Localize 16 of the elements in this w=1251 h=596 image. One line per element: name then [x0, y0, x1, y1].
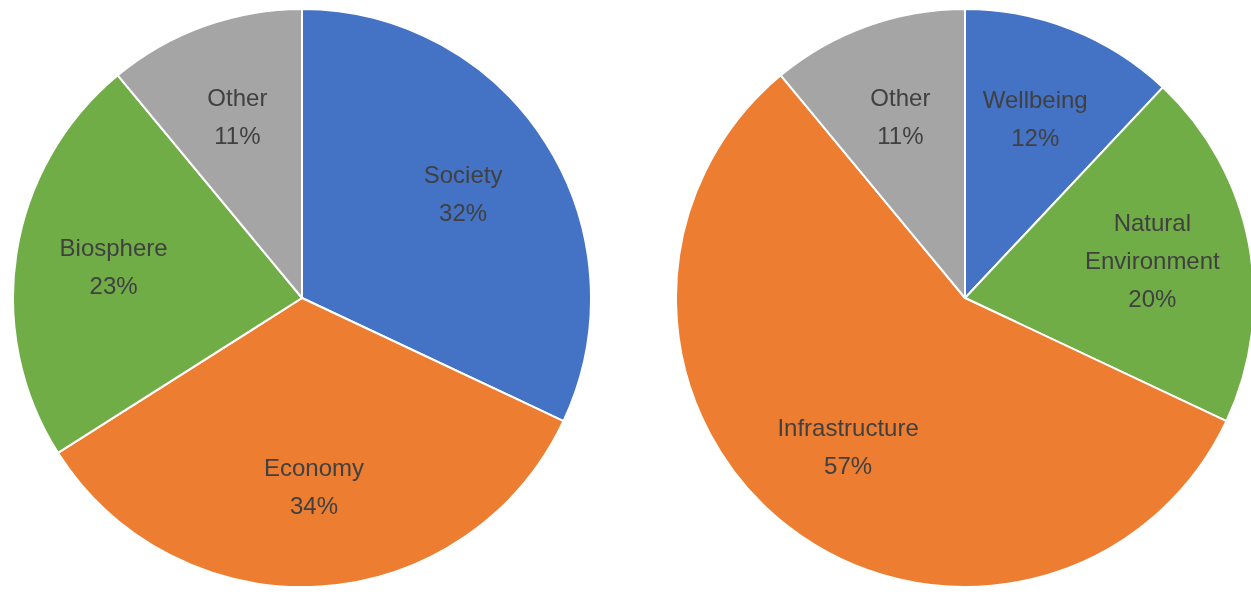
- data-label: 23%: [89, 271, 138, 299]
- data-label: 11%: [877, 122, 924, 150]
- slice-label: Other: [207, 84, 268, 112]
- slice-label: Wellbeing: [982, 86, 1088, 114]
- data-label: 20%: [1128, 284, 1177, 312]
- slice-label: Society: [423, 161, 503, 189]
- slice-label: Infrastructure: [777, 414, 919, 442]
- slice-label: Biosphere: [59, 233, 168, 261]
- data-label: 57%: [824, 452, 873, 480]
- slice-label: Economy: [263, 453, 364, 481]
- data-label: 34%: [289, 491, 338, 519]
- slice-label: Natural Environment: [1084, 208, 1221, 274]
- data-label: 11%: [214, 122, 261, 150]
- data-label: 12%: [1011, 124, 1060, 152]
- slice-label: Other: [870, 84, 931, 112]
- data-label: 32%: [439, 199, 488, 227]
